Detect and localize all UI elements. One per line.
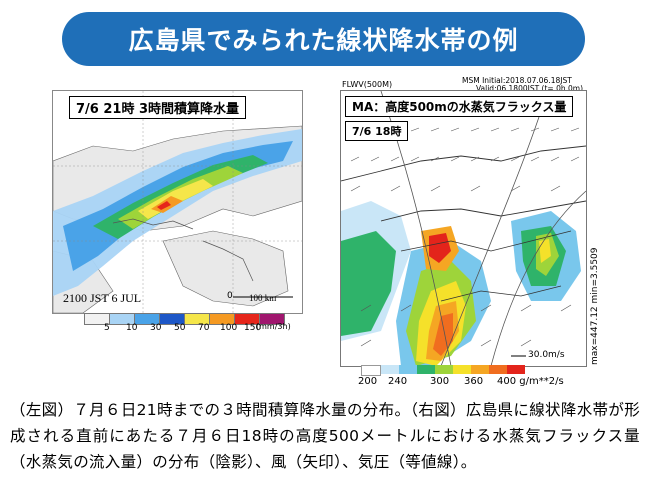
legend-value: 5 xyxy=(104,323,110,333)
legend-value: 300 xyxy=(430,376,450,387)
legend-swatch xyxy=(184,313,209,325)
vapor-flux-map xyxy=(341,91,586,366)
precipitation-legend-unit: (mm/3h) xyxy=(256,322,291,331)
precipitation-map xyxy=(53,91,302,313)
model-id: FLWV(500M) xyxy=(342,80,393,89)
legend-swatch xyxy=(361,365,381,376)
legend-value: 200 xyxy=(358,376,378,387)
legend-value: 30 xyxy=(150,323,162,333)
legend-value: 50 xyxy=(174,323,186,333)
legend-swatch xyxy=(109,313,134,325)
legend-swatch xyxy=(435,365,453,374)
precipitation-legend xyxy=(84,313,285,329)
right-map-date: 7/6 18時 xyxy=(345,121,409,141)
legend-value: 10 xyxy=(126,323,138,333)
left-map-label: 7/6 21時 3時間積算降水量 xyxy=(69,96,247,119)
model-valid: Valid:06.1800JST (t= 0h 0m) xyxy=(476,84,583,93)
precipitation-map-panel: 7/6 21時 3時間積算降水量 2100 JST 6 JUL 0 100 km xyxy=(52,90,303,314)
legend-value: 100 xyxy=(220,323,238,333)
left-scale-label: 100 km xyxy=(249,293,277,303)
legend-swatch xyxy=(417,365,435,374)
vapor-flux-legend xyxy=(361,365,525,377)
legend-swatch xyxy=(399,365,417,374)
wind-vectors xyxy=(350,127,580,347)
legend-swatch xyxy=(381,365,399,374)
legend-swatch xyxy=(489,365,507,374)
legend-value: 240 xyxy=(388,376,408,387)
legend-swatch xyxy=(84,313,109,325)
right-map-label: MA：高度500mの水蒸気フラックス量 xyxy=(345,96,574,117)
legend-value: 400 g/m**2/s xyxy=(497,376,564,387)
legend-swatch xyxy=(209,313,234,325)
legend-value: 70 xyxy=(198,323,210,333)
legend-swatch xyxy=(134,313,159,325)
page-title: 広島県でみられた線状降水帯の例 xyxy=(62,12,585,66)
left-map-timestamp: 2100 JST 6 JUL xyxy=(63,291,142,305)
model-init: MSM Initial:2018.07.06.18JST xyxy=(462,76,572,85)
legend-swatch xyxy=(471,365,489,374)
legend-value: 150 xyxy=(244,323,262,333)
flux-max-min: max=447.12 min=3.5509 xyxy=(590,247,600,365)
figure-caption: （左図）７月６日21時までの３時間積算降水量の分布。（右図）広島県に線状降水帯が… xyxy=(10,401,640,471)
precipitation-legend-labels: 5 10 30 50 70 100 150 xyxy=(84,323,304,337)
legend-swatch xyxy=(234,313,259,325)
legend-swatch xyxy=(453,365,471,374)
legend-swatch xyxy=(159,313,184,325)
legend-swatch xyxy=(259,313,285,325)
vector-scale-label: 30.0m/s xyxy=(528,350,565,360)
legend-swatch xyxy=(507,365,525,374)
vapor-flux-legend-labels: 200 240 300 360 400 g/m**2/s xyxy=(352,376,592,390)
legend-value: 360 xyxy=(464,376,484,387)
vapor-flux-map-panel: MA：高度500mの水蒸気フラックス量 7/6 18時 30.0m/s xyxy=(340,90,587,367)
left-scale-zero: 0 xyxy=(227,291,233,301)
